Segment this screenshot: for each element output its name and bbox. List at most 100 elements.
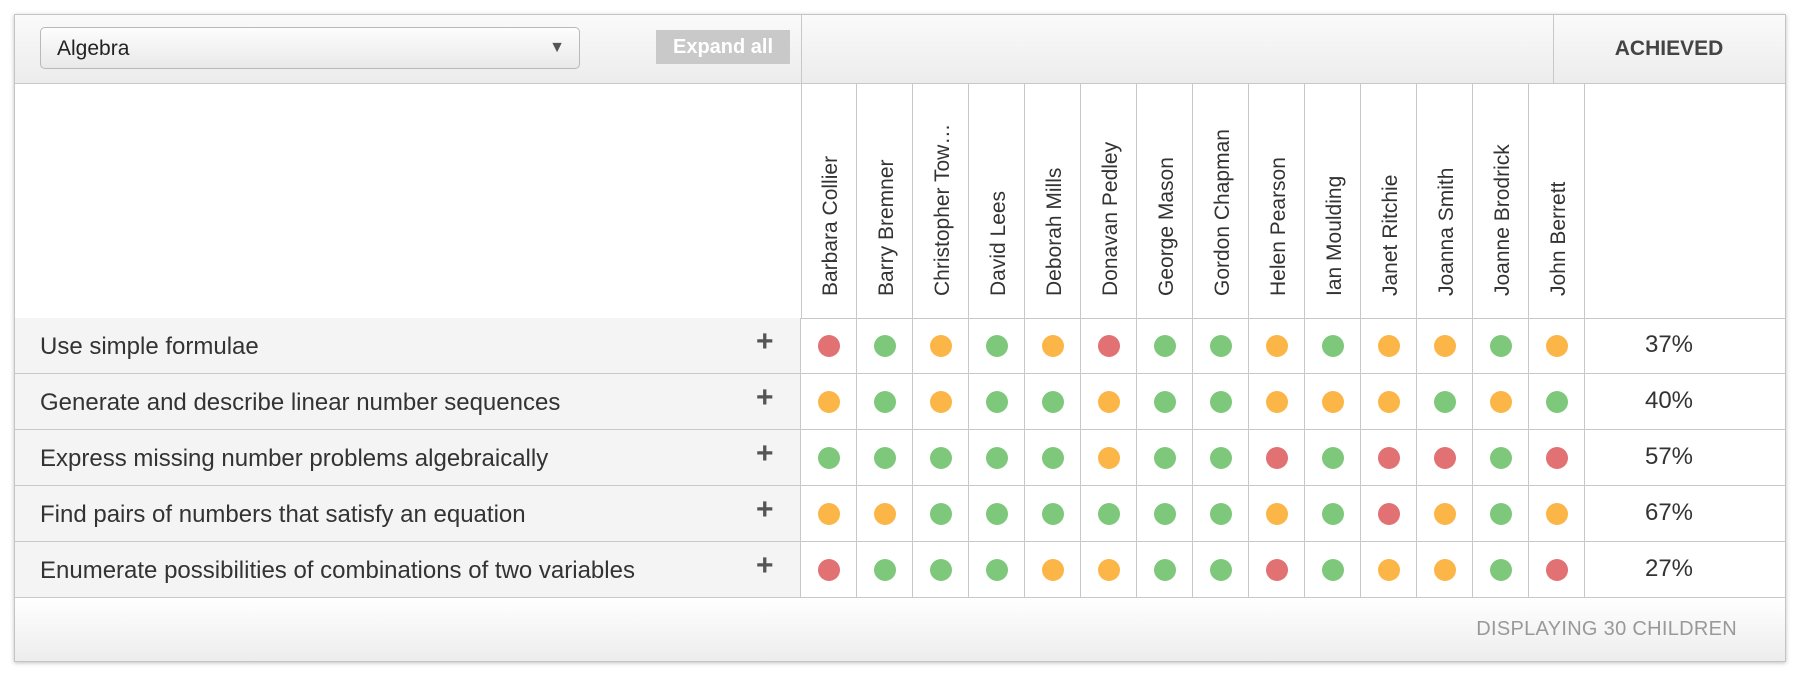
status-cell[interactable]: [1025, 430, 1081, 485]
status-cell[interactable]: [857, 374, 913, 429]
status-cell[interactable]: [1417, 318, 1473, 373]
expand-plus-icon[interactable]: +: [756, 493, 774, 526]
student-column-header[interactable]: George Mason: [1137, 83, 1193, 318]
status-cell[interactable]: [1361, 486, 1417, 541]
status-cell[interactable]: [1193, 542, 1249, 597]
expand-plus-icon[interactable]: +: [756, 381, 774, 414]
status-cell[interactable]: [1529, 486, 1585, 541]
status-cell[interactable]: [801, 430, 857, 485]
objective-row: Enumerate possibilities of combinations …: [15, 542, 1785, 598]
status-cell[interactable]: [913, 542, 969, 597]
subject-select[interactable]: Algebra ▼: [40, 27, 580, 69]
status-cell[interactable]: [1473, 374, 1529, 429]
status-cell[interactable]: [1249, 486, 1305, 541]
status-cell[interactable]: [1249, 542, 1305, 597]
status-cell[interactable]: [1305, 430, 1361, 485]
status-cell[interactable]: [913, 318, 969, 373]
status-cell[interactable]: [801, 374, 857, 429]
student-column-header[interactable]: Joanne Brodrick: [1473, 83, 1529, 318]
status-cell[interactable]: [1249, 374, 1305, 429]
expand-plus-icon[interactable]: +: [756, 325, 774, 358]
status-cell[interactable]: [1473, 430, 1529, 485]
status-dot-green: [1434, 391, 1456, 413]
status-cell[interactable]: [1137, 318, 1193, 373]
expand-all-button[interactable]: Expand all: [656, 30, 790, 64]
status-cell[interactable]: [1417, 486, 1473, 541]
status-cell[interactable]: [1249, 430, 1305, 485]
status-cell[interactable]: [1473, 486, 1529, 541]
status-cell[interactable]: [1193, 430, 1249, 485]
status-cell[interactable]: [969, 430, 1025, 485]
status-cell[interactable]: [913, 486, 969, 541]
status-dot-green: [930, 503, 952, 525]
status-cell[interactable]: [1361, 430, 1417, 485]
status-cell[interactable]: [969, 318, 1025, 373]
expand-plus-icon[interactable]: +: [756, 549, 774, 582]
status-dot-amber: [818, 391, 840, 413]
status-cell[interactable]: [1137, 430, 1193, 485]
status-cell[interactable]: [1361, 318, 1417, 373]
status-cell[interactable]: [857, 542, 913, 597]
status-cell[interactable]: [1025, 486, 1081, 541]
student-column-header[interactable]: Barry Bremner: [857, 83, 913, 318]
status-cell[interactable]: [1193, 486, 1249, 541]
status-cell[interactable]: [1249, 318, 1305, 373]
status-cell[interactable]: [801, 486, 857, 541]
status-cell[interactable]: [1081, 542, 1137, 597]
status-cell[interactable]: [1529, 542, 1585, 597]
status-cell[interactable]: [857, 430, 913, 485]
expand-plus-icon[interactable]: +: [756, 437, 774, 470]
subject-select-value: Algebra: [57, 37, 130, 60]
student-column-header[interactable]: Ian Moulding: [1305, 83, 1361, 318]
status-cell[interactable]: [1305, 486, 1361, 541]
status-cell[interactable]: [913, 374, 969, 429]
status-dot-amber: [1042, 559, 1064, 581]
status-cell[interactable]: [1361, 542, 1417, 597]
status-cell[interactable]: [1025, 374, 1081, 429]
status-cell[interactable]: [1193, 318, 1249, 373]
status-cell[interactable]: [1081, 430, 1137, 485]
student-column-header[interactable]: Barbara Collier: [801, 83, 857, 318]
status-dot-green: [1210, 559, 1232, 581]
student-column-header[interactable]: Gordon Chapman: [1193, 83, 1249, 318]
status-cell[interactable]: [1529, 318, 1585, 373]
student-column-header[interactable]: John Berrett: [1529, 83, 1585, 318]
status-cell[interactable]: [857, 318, 913, 373]
status-cell[interactable]: [1417, 430, 1473, 485]
status-cell[interactable]: [801, 542, 857, 597]
status-cell[interactable]: [1081, 374, 1137, 429]
status-cell[interactable]: [1417, 542, 1473, 597]
grid-header: Algebra ▼ Expand all ACHIEVED: [15, 15, 1785, 84]
status-cell[interactable]: [1305, 318, 1361, 373]
status-cell[interactable]: [801, 318, 857, 373]
student-column-header[interactable]: David Lees: [969, 83, 1025, 318]
student-column-header[interactable]: Deborah Mills: [1025, 83, 1081, 318]
status-cell[interactable]: [913, 430, 969, 485]
status-cell[interactable]: [857, 486, 913, 541]
status-cell[interactable]: [1137, 374, 1193, 429]
status-cell[interactable]: [1025, 542, 1081, 597]
status-cell[interactable]: [1305, 542, 1361, 597]
status-cell[interactable]: [969, 374, 1025, 429]
status-cell[interactable]: [1305, 374, 1361, 429]
status-cell[interactable]: [1081, 318, 1137, 373]
status-cell[interactable]: [1193, 374, 1249, 429]
status-cell[interactable]: [969, 542, 1025, 597]
student-column-header[interactable]: Helen Pearson: [1249, 83, 1305, 318]
status-cell[interactable]: [1417, 374, 1473, 429]
status-cell[interactable]: [1529, 374, 1585, 429]
student-name: George Mason: [1155, 157, 1178, 296]
status-cell[interactable]: [1081, 486, 1137, 541]
status-cell[interactable]: [1137, 542, 1193, 597]
student-column-header[interactable]: Christopher Tow…: [913, 83, 969, 318]
status-cell[interactable]: [969, 486, 1025, 541]
status-cell[interactable]: [1025, 318, 1081, 373]
status-cell[interactable]: [1473, 542, 1529, 597]
student-column-header[interactable]: Donavan Pedley: [1081, 83, 1137, 318]
status-cell[interactable]: [1473, 318, 1529, 373]
status-cell[interactable]: [1529, 430, 1585, 485]
student-column-header[interactable]: Janet Ritchie: [1361, 83, 1417, 318]
status-cell[interactable]: [1361, 374, 1417, 429]
student-column-header[interactable]: Joanna Smith: [1417, 83, 1473, 318]
status-cell[interactable]: [1137, 486, 1193, 541]
